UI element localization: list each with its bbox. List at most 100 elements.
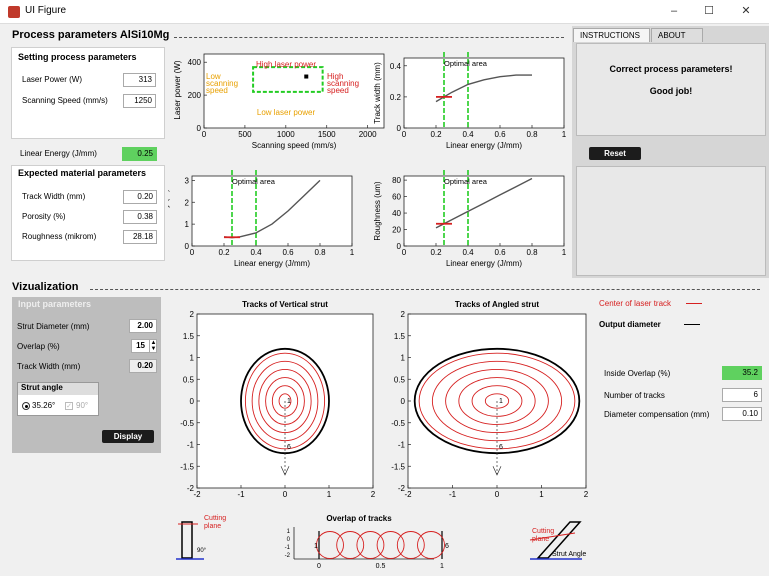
roughness-label: Roughness (mikrom) [22,232,97,241]
vert-xtick-label: -1 [237,490,245,499]
p3-xlabel: Linear energy (J/mm) [234,259,310,268]
overlap-xtick: 1 [440,563,444,570]
setting-title: Setting process parameters [18,52,137,62]
ang-ytick-label: 2 [401,310,406,319]
spinner-arrows-icon[interactable]: ▲ ▼ [149,340,157,352]
track-width-label: Track Width (mm) [22,192,86,201]
vert-track [271,385,299,417]
laser-power-label: Laser Power (W) [22,75,83,84]
p2-xlabel: Linear energy (J/mm) [446,141,522,150]
p2-ylabel: Track width (mm) [373,62,382,124]
p2-axes [403,57,565,129]
ang-track [484,393,510,409]
ang-ytick-label: 0.5 [394,375,406,384]
radio-35-icon[interactable] [22,402,30,410]
p1-current-point [304,74,309,79]
p2-ytick-label: 0.2 [390,93,402,102]
overlap-track-circle [356,531,385,559]
ang-ytick-label: -0.5 [391,419,405,428]
p1-xtick-label: 500 [238,130,252,139]
ang-track [418,352,576,450]
strut-diameter-label: Strut Diameter (mm) [17,322,90,331]
p3-xtick-label: 1 [350,248,355,257]
diam-comp-value: 0.10 [722,407,762,421]
laser-power-input[interactable]: 313 [123,73,156,87]
ang-ytick-label: -2 [398,484,406,493]
p4-curve [435,177,533,229]
overlap-track-circle [376,531,405,559]
overlap-xtick: 0.5 [376,563,386,570]
vert-title: Tracks of Vertical strut [242,300,328,309]
linear-energy-value: 0.25 [122,147,157,161]
ang-track [471,385,523,417]
inset-strut-angled [536,521,582,559]
overlap-left-num: 1 [314,543,318,550]
reset-button[interactable]: Reset [589,147,641,160]
p2-xtick-label: 1 [562,130,567,139]
overlap-track-circle [336,531,365,559]
vert-ytick-label: 2 [190,310,195,319]
minimize-button[interactable]: – [670,5,678,17]
vert-xtick-label: 1 [327,490,332,499]
vert-ytick-label: 1 [190,354,195,363]
display-button[interactable]: Display [102,430,154,443]
strut-diameter-input[interactable]: 2.00 [129,319,157,333]
p2-xtick-label: 0.4 [462,130,474,139]
p4-xtick-label: 0.6 [494,248,506,257]
ang-xtick-label: -1 [449,490,457,499]
angle-90-label: 90° [76,401,89,410]
viz-divider [90,289,760,290]
p3-ytick-label: 0 [185,242,190,251]
inset-cutting-label4: plane [532,536,549,543]
check-90-icon[interactable]: ✓ [65,402,73,410]
overlap-title: Overlap of tracks [326,514,392,523]
ang-xtick-label: -2 [404,490,412,499]
inset-cutting-label2: plane [204,523,221,530]
ang-xtick-label: 0 [495,490,500,499]
p3-ytick-label: 3 [185,176,190,185]
p2-xtick-label: 0.8 [526,130,538,139]
vert-track [265,377,305,425]
p4-ytick-label: 60 [392,193,401,202]
p2-annot: Optimal area [444,59,488,68]
vert-ytick-label: -1.5 [180,462,194,471]
tab-instructions[interactable]: INSTRUCTIONS [573,28,650,42]
track-width-value: 0.20 [123,190,157,204]
p4-xtick-label: 0 [402,248,407,257]
vert-track [278,393,292,409]
app-icon [8,6,20,18]
overlap-track-circle [316,531,344,559]
close-button[interactable]: ✕ [741,5,751,17]
overlap-spinner[interactable]: 15 [131,339,157,353]
p4-ytick-label: 20 [392,226,401,235]
inset-90-label: 90° [197,548,207,554]
ang-ytick-label: 1 [401,354,406,363]
ang-arrow-icon [492,466,502,476]
roughness-value: 28.18 [123,230,157,244]
ang-marker-inner: 1 [499,398,503,405]
p3-annot: Optimal area [232,177,276,186]
ang-track [431,360,563,442]
linear-energy-label: Linear Energy (J/mm) [20,149,97,158]
vert-marker-inner: 1 [287,398,291,405]
overlap-track-circle [396,531,425,559]
maximize-button[interactable]: ☐ [704,5,714,17]
viz-header: Vizualization [12,281,79,293]
scanning-speed-label: Scanning Speed (mm/s) [22,96,108,105]
p4-ytick-label: 0 [397,242,402,251]
scanning-speed-input[interactable]: 1250 [123,94,156,108]
overlap-xtick: 0 [317,563,321,570]
inset-strut-angle: Strut Angle [552,551,586,558]
p3-ytick-label: 2 [185,198,190,207]
ang-xtick-label: 2 [584,490,589,499]
title-bar: UI Figure – ☐ ✕ [0,0,769,24]
p1-xlabel: Scanning speed (mm/s) [252,141,337,150]
overlap-ytick: -1 [285,545,291,551]
strut-angle-group: Strut angle 35.26° ✓ 90° [17,382,99,416]
tab-about[interactable]: ABOUT [651,28,703,42]
input-params-panel: Input parameters Strut Diameter (mm) 2.0… [12,297,161,453]
vert-track [244,352,326,450]
bottom-charts: -2 -1 0 1 2 2 1.5 1 0.5 0 -0.5 -1 -1.5 -2 Tracks of Ve… [176,300,589,570]
vert-ytick-label: 1.5 [183,332,195,341]
vert-ytick-label: -2 [187,484,195,493]
